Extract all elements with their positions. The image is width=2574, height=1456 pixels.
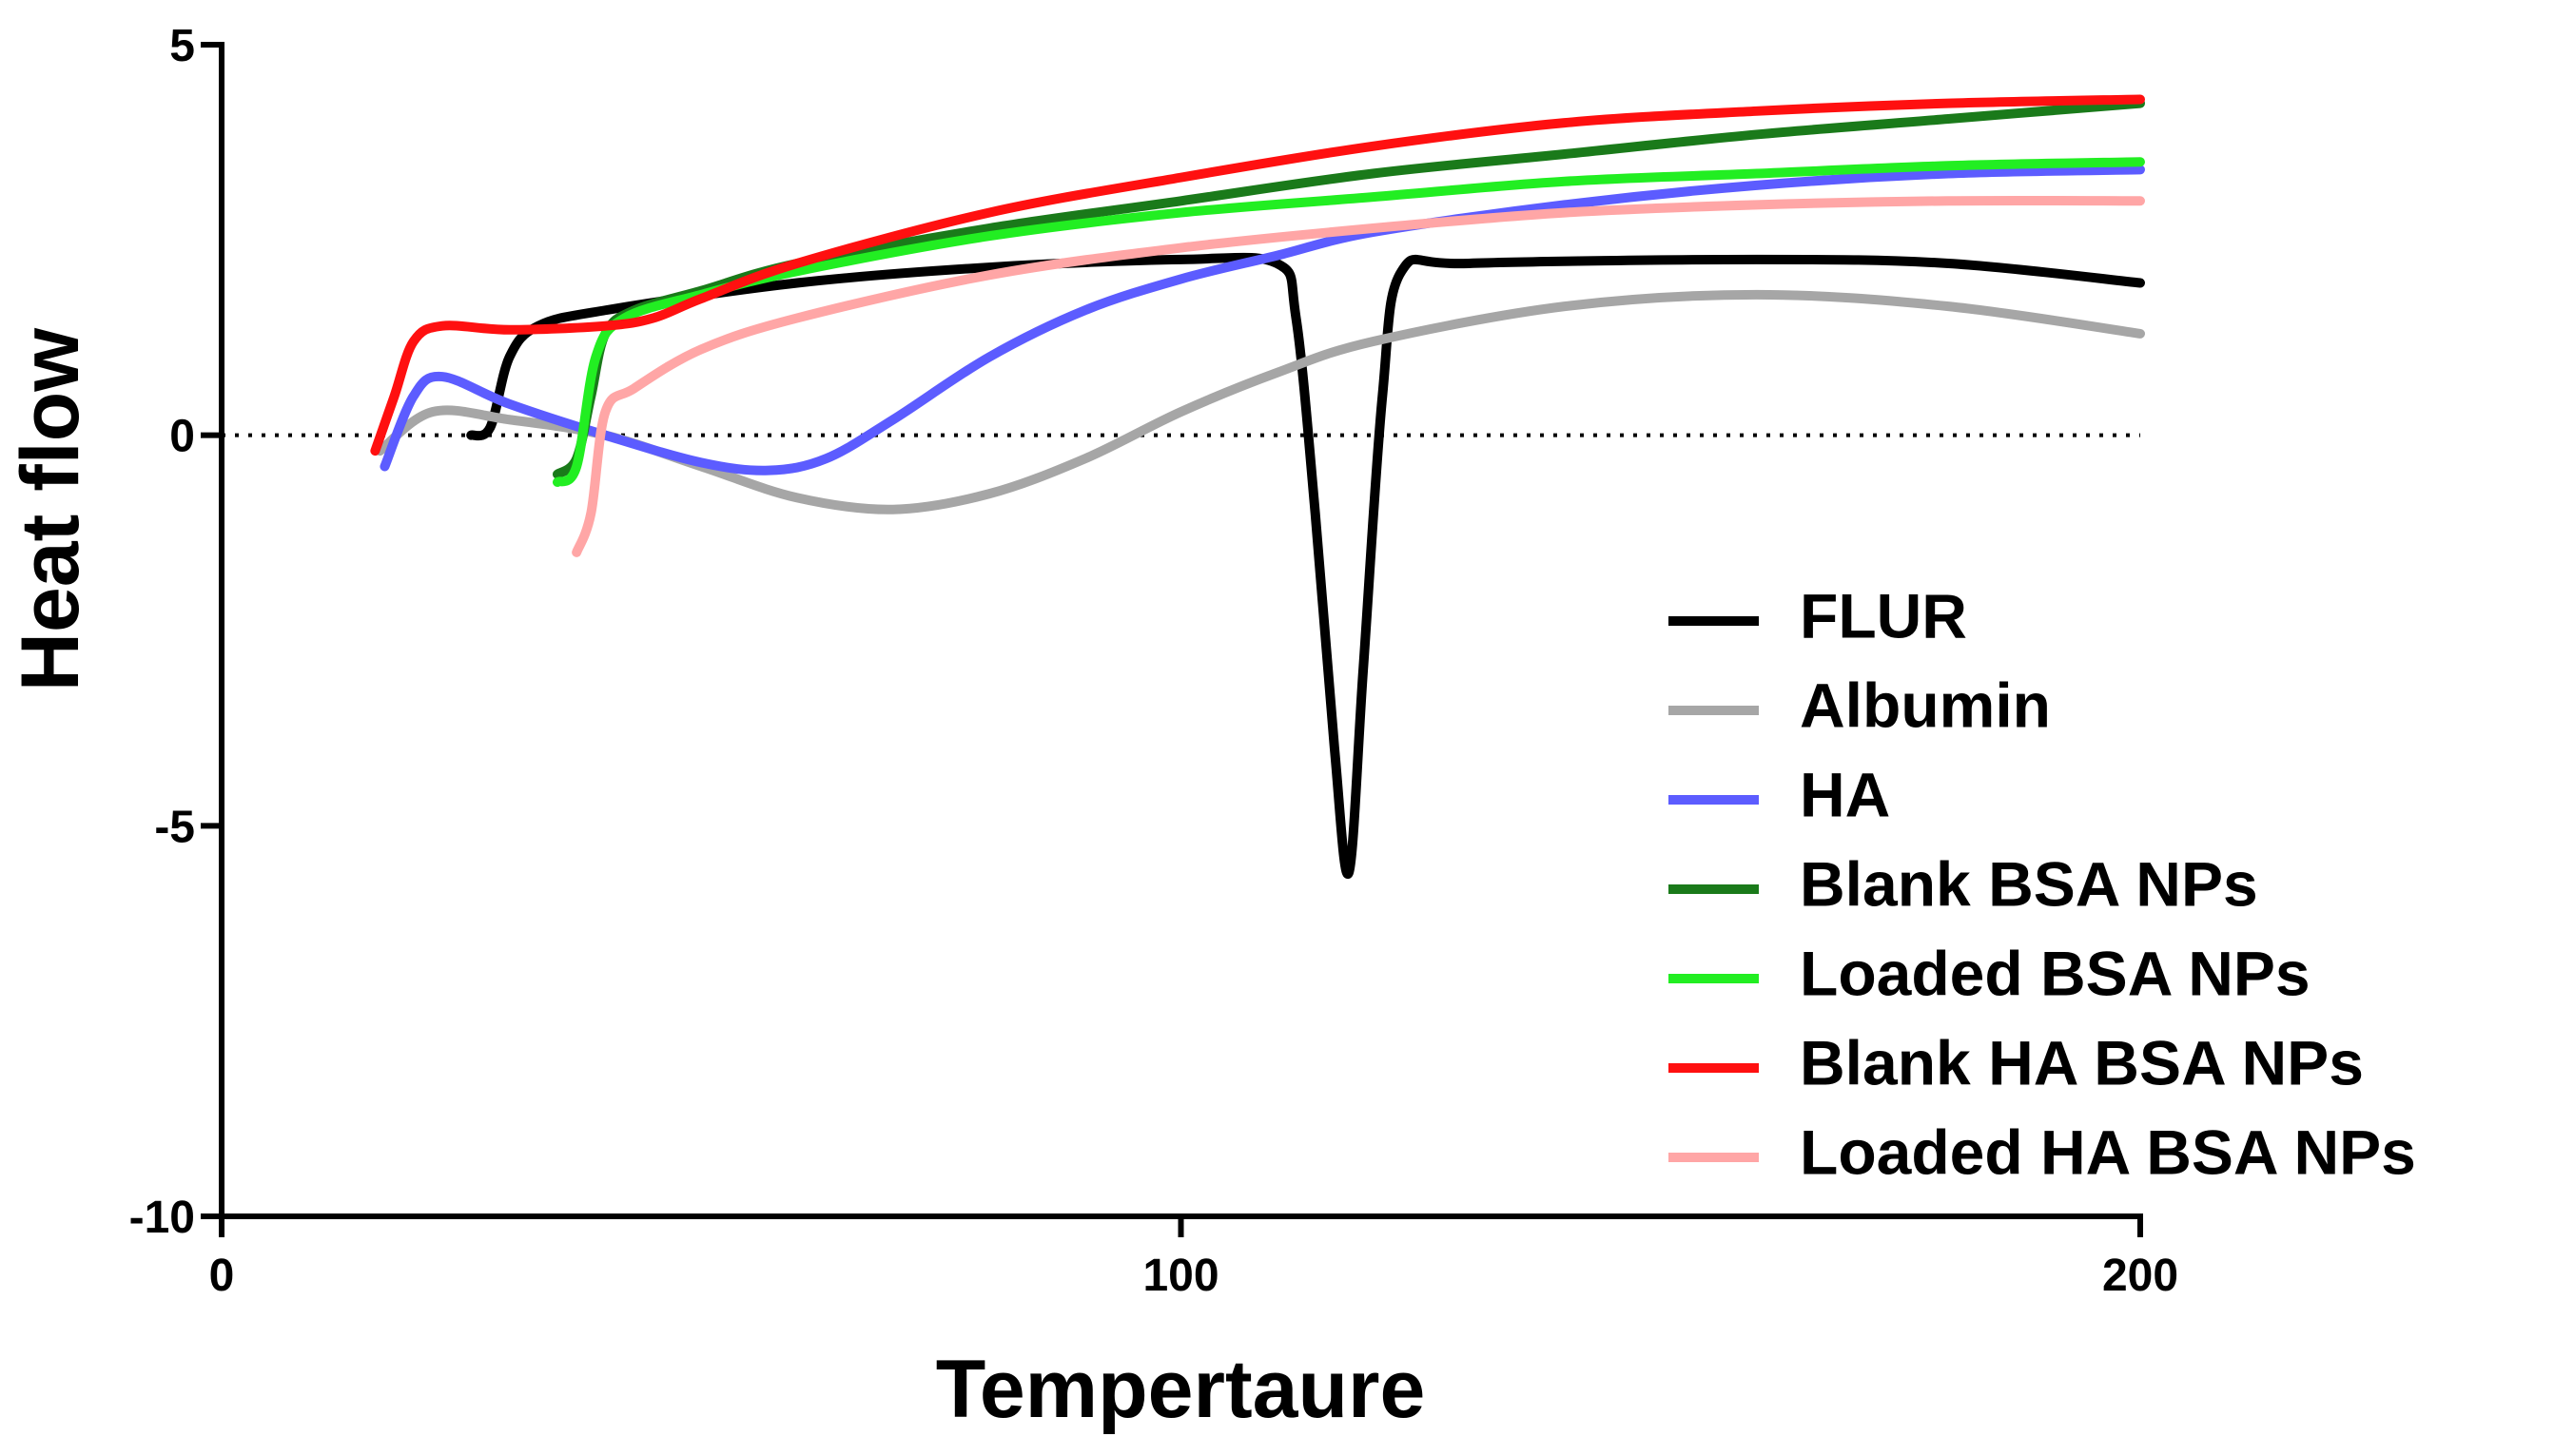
series-line <box>370 94 2145 456</box>
series-line <box>552 98 2145 479</box>
x-axis-title: Tempertaure <box>936 1344 1426 1435</box>
legend-label: Albumin <box>1800 670 2051 740</box>
series-line <box>375 289 2145 514</box>
x-tick-label: 0 <box>209 1251 235 1301</box>
series-line <box>380 165 2145 476</box>
legend-label: HA <box>1800 759 1890 829</box>
y-tick-label: -10 <box>129 1193 195 1243</box>
legend-label: Blank BSA NPs <box>1800 848 2258 919</box>
y-tick-label: 0 <box>169 412 195 462</box>
legend-label: Loaded HA BSA NPs <box>1800 1116 2416 1187</box>
legend-label: Blank HA BSA NPs <box>1800 1027 2364 1097</box>
legend-label: Loaded BSA NPs <box>1800 938 2311 1008</box>
legend-label: FLUR <box>1800 580 1967 650</box>
y-tick-label: -5 <box>154 802 195 852</box>
y-tick-label: 5 <box>169 21 195 71</box>
x-tick-label: 200 <box>2102 1251 2178 1301</box>
y-axis-title: Heat flow <box>5 327 96 691</box>
series-line <box>572 195 2145 557</box>
x-tick-label: 100 <box>1142 1251 1219 1301</box>
